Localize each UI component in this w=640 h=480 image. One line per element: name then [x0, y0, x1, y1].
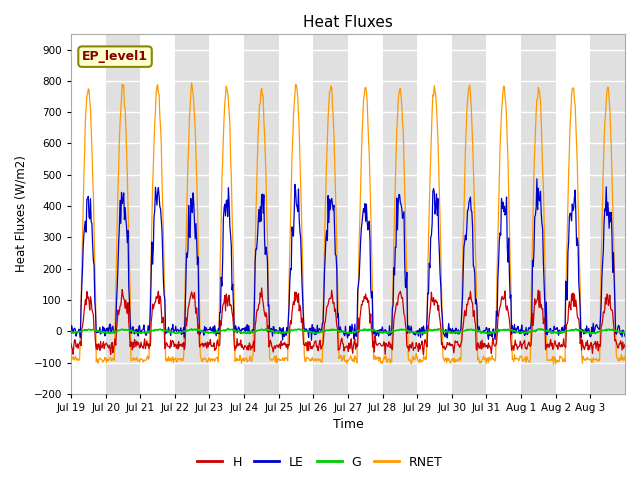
Bar: [590, 34, 625, 394]
Y-axis label: Heat Fluxes (W/m2): Heat Fluxes (W/m2): [15, 156, 28, 272]
Text: EP_level1: EP_level1: [82, 50, 148, 63]
Bar: [452, 34, 486, 394]
Bar: [314, 34, 348, 394]
Bar: [106, 34, 140, 394]
Bar: [244, 34, 279, 394]
Title: Heat Fluxes: Heat Fluxes: [303, 15, 393, 30]
X-axis label: Time: Time: [333, 419, 364, 432]
Bar: [521, 34, 556, 394]
Legend: H, LE, G, RNET: H, LE, G, RNET: [193, 451, 447, 474]
Bar: [175, 34, 209, 394]
Bar: [383, 34, 417, 394]
